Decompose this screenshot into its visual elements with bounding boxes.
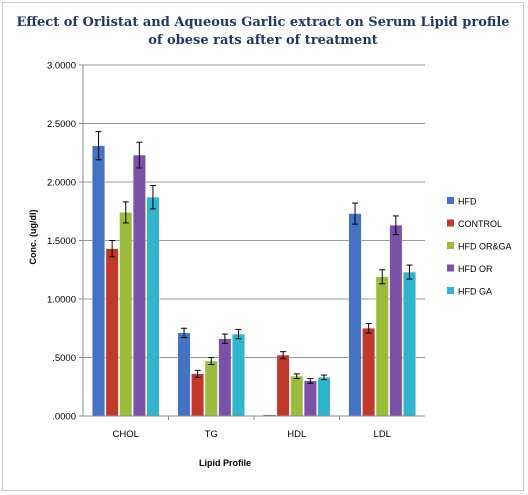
- bars-layer: [92, 131, 416, 417]
- legend-entry-label: HFD OR: [458, 264, 493, 274]
- bar: [191, 373, 204, 417]
- legend-swatch: [447, 264, 454, 272]
- x-axis-label: Lipid Profile: [199, 458, 251, 468]
- chart-svg: Effect of Orlistat and Aqueous Garlic ex…: [16, 15, 512, 468]
- y-axis-label: Conc. (ug/dl): [28, 210, 38, 265]
- bar: [317, 377, 331, 417]
- bar: [177, 332, 191, 417]
- legend-entry-label: HFD OR&GA: [458, 242, 512, 252]
- bar: [146, 197, 160, 417]
- chart-title-line1: Effect of Orlistat and Aqueous Garlic ex…: [16, 15, 509, 30]
- bar: [389, 225, 403, 417]
- legend-swatch: [447, 197, 454, 204]
- axes-layer: .0000 .5000 1.0000 1.5000 2.0000 2.5000 3.0000…: [47, 61, 425, 440]
- bar: [105, 248, 119, 417]
- bar: [362, 328, 376, 417]
- y-tick-label: 2.0000: [47, 178, 76, 189]
- legend: HFD CONTROL HFD OR&GA HFD OR HFD GA: [447, 197, 512, 297]
- x-tick-label: LDL: [374, 429, 391, 440]
- bar: [92, 145, 105, 417]
- y-tick-label: 1.0000: [47, 295, 76, 306]
- bar: [348, 213, 362, 417]
- legend-entry-label: HFD GA: [458, 287, 492, 297]
- legend-swatch: [447, 287, 454, 294]
- y-tick-label: 1.5000: [47, 236, 76, 247]
- bar: [375, 276, 389, 417]
- x-tick-label: HDL: [287, 429, 306, 440]
- chart-frame: Effect of Orlistat and Aqueous Garlic ex…: [2, 2, 524, 491]
- bar: [204, 360, 218, 417]
- bar: [403, 271, 416, 417]
- y-tick-label: .0000: [52, 412, 76, 423]
- legend-swatch: [447, 219, 454, 227]
- x-tick-label: CHOL: [113, 429, 139, 440]
- y-tick-label: .5000: [52, 353, 76, 364]
- bar: [303, 380, 317, 417]
- bar: [119, 212, 133, 417]
- x-tick-label: TG: [205, 429, 218, 440]
- y-tick-label: 3.0000: [47, 61, 76, 72]
- bar: [276, 355, 290, 417]
- legend-swatch: [447, 242, 454, 249]
- chart-title-line2: of obese rats after of treatment: [148, 33, 378, 48]
- bar: [232, 333, 245, 417]
- bar: [290, 376, 304, 417]
- legend-entry-label: HFD: [458, 197, 477, 207]
- bar: [218, 338, 232, 417]
- y-tick-label: 2.5000: [47, 119, 76, 130]
- legend-entry-label: CONTROL: [458, 219, 502, 229]
- bar: [132, 154, 146, 417]
